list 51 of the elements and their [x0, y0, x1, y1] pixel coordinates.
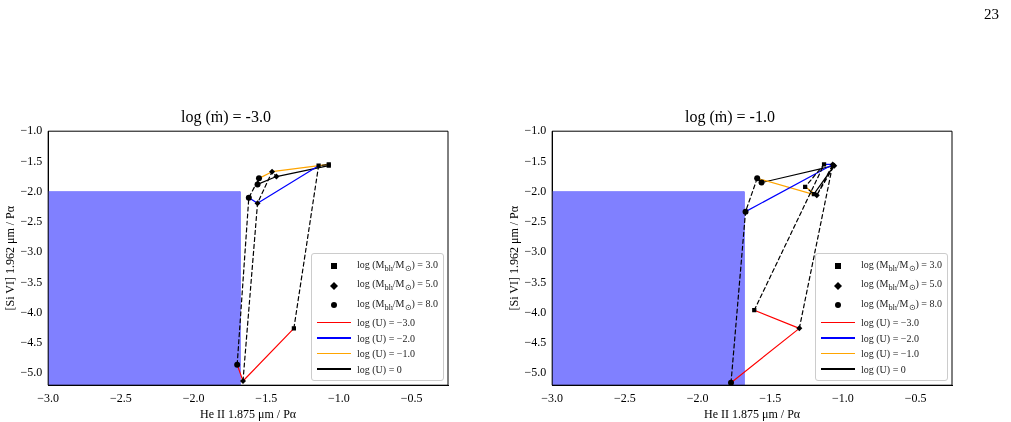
y-tick-label: −3.5 — [20, 274, 43, 289]
legend-label: log (U) = 0 — [861, 362, 906, 377]
x-tick-label: −2.0 — [686, 390, 709, 405]
legend-label: log (M$_{bh}$/M$_{⊙}$) = 5.0 — [357, 277, 438, 295]
x-tick-label: −3.0 — [37, 390, 60, 405]
y-tick-label: −3.0 — [20, 244, 43, 259]
legend-label: log (M$_{bh}$/M$_{⊙}$) = 3.0 — [861, 257, 942, 275]
legend-label: log (U) = −2.0 — [861, 331, 919, 346]
legend-label: log (U) = −3.0 — [861, 316, 919, 331]
legend-label: log (U) = 0 — [357, 362, 402, 377]
y-tick-label: −2.0 — [524, 183, 547, 198]
legend-label: log (M$_{bh}$/M$_{⊙}$) = 8.0 — [357, 296, 438, 314]
y-tick-label: −1.5 — [20, 153, 43, 168]
y-tick-label: −2.5 — [524, 214, 547, 229]
x-tick-label: −3.0 — [541, 390, 564, 405]
y-tick-label: −4.0 — [20, 304, 43, 319]
text: 23 — [984, 6, 999, 23]
x-tick-label: −1.5 — [255, 390, 278, 405]
legend-label: log (M$_{bh}$/M$_{⊙}$) = 8.0 — [861, 296, 942, 314]
y-tick-label: −1.5 — [524, 153, 547, 168]
x-tick-label: −0.5 — [904, 390, 927, 405]
legend-label: log (U) = −1.0 — [861, 347, 919, 362]
y-tick-label: −1.0 — [524, 123, 547, 138]
x-tick-label: −1.0 — [832, 390, 854, 405]
legend-label: log (M$_{bh}$/M$_{⊙}$) = 3.0 — [357, 257, 438, 275]
chart-title: log (ṁ) = -3.0 — [181, 107, 271, 126]
x-tick-label: −2.0 — [182, 390, 205, 405]
y-axis-title: [Si VI] 1.962 μm / Pα — [3, 205, 18, 311]
y-tick-label: −3.0 — [524, 244, 547, 259]
x-tick-label: −1.5 — [759, 390, 782, 405]
chart-title: log (ṁ) = -1.0 — [685, 107, 775, 126]
y-tick-label: −1.0 — [20, 123, 43, 138]
x-tick-label: −0.5 — [400, 390, 423, 405]
y-tick-label: −4.5 — [20, 335, 43, 350]
legend-label: log (U) = −1.0 — [357, 347, 415, 362]
x-axis-title: He II 1.875 μm / Pα — [704, 406, 801, 421]
y-tick-label: −3.5 — [524, 274, 547, 289]
x-tick-label: −2.5 — [109, 390, 132, 405]
y-axis-title: [Si VI] 1.962 μm / Pα — [507, 205, 522, 311]
y-tick-label: −2.5 — [20, 214, 43, 229]
x-tick-label: −2.5 — [613, 390, 636, 405]
y-tick-label: −5.0 — [20, 365, 43, 380]
legend-label: log (U) = −2.0 — [357, 331, 415, 346]
y-tick-label: −2.0 — [20, 183, 43, 198]
y-tick-label: −4.0 — [524, 304, 547, 319]
legend-label: log (M$_{bh}$/M$_{⊙}$) = 5.0 — [861, 277, 942, 295]
y-tick-label: −5.0 — [524, 365, 547, 380]
x-axis-title: He II 1.875 μm / Pα — [200, 406, 297, 421]
legend-label: log (U) = −3.0 — [357, 316, 415, 331]
x-tick-label: −1.0 — [328, 390, 350, 405]
y-tick-label: −4.5 — [524, 335, 547, 350]
